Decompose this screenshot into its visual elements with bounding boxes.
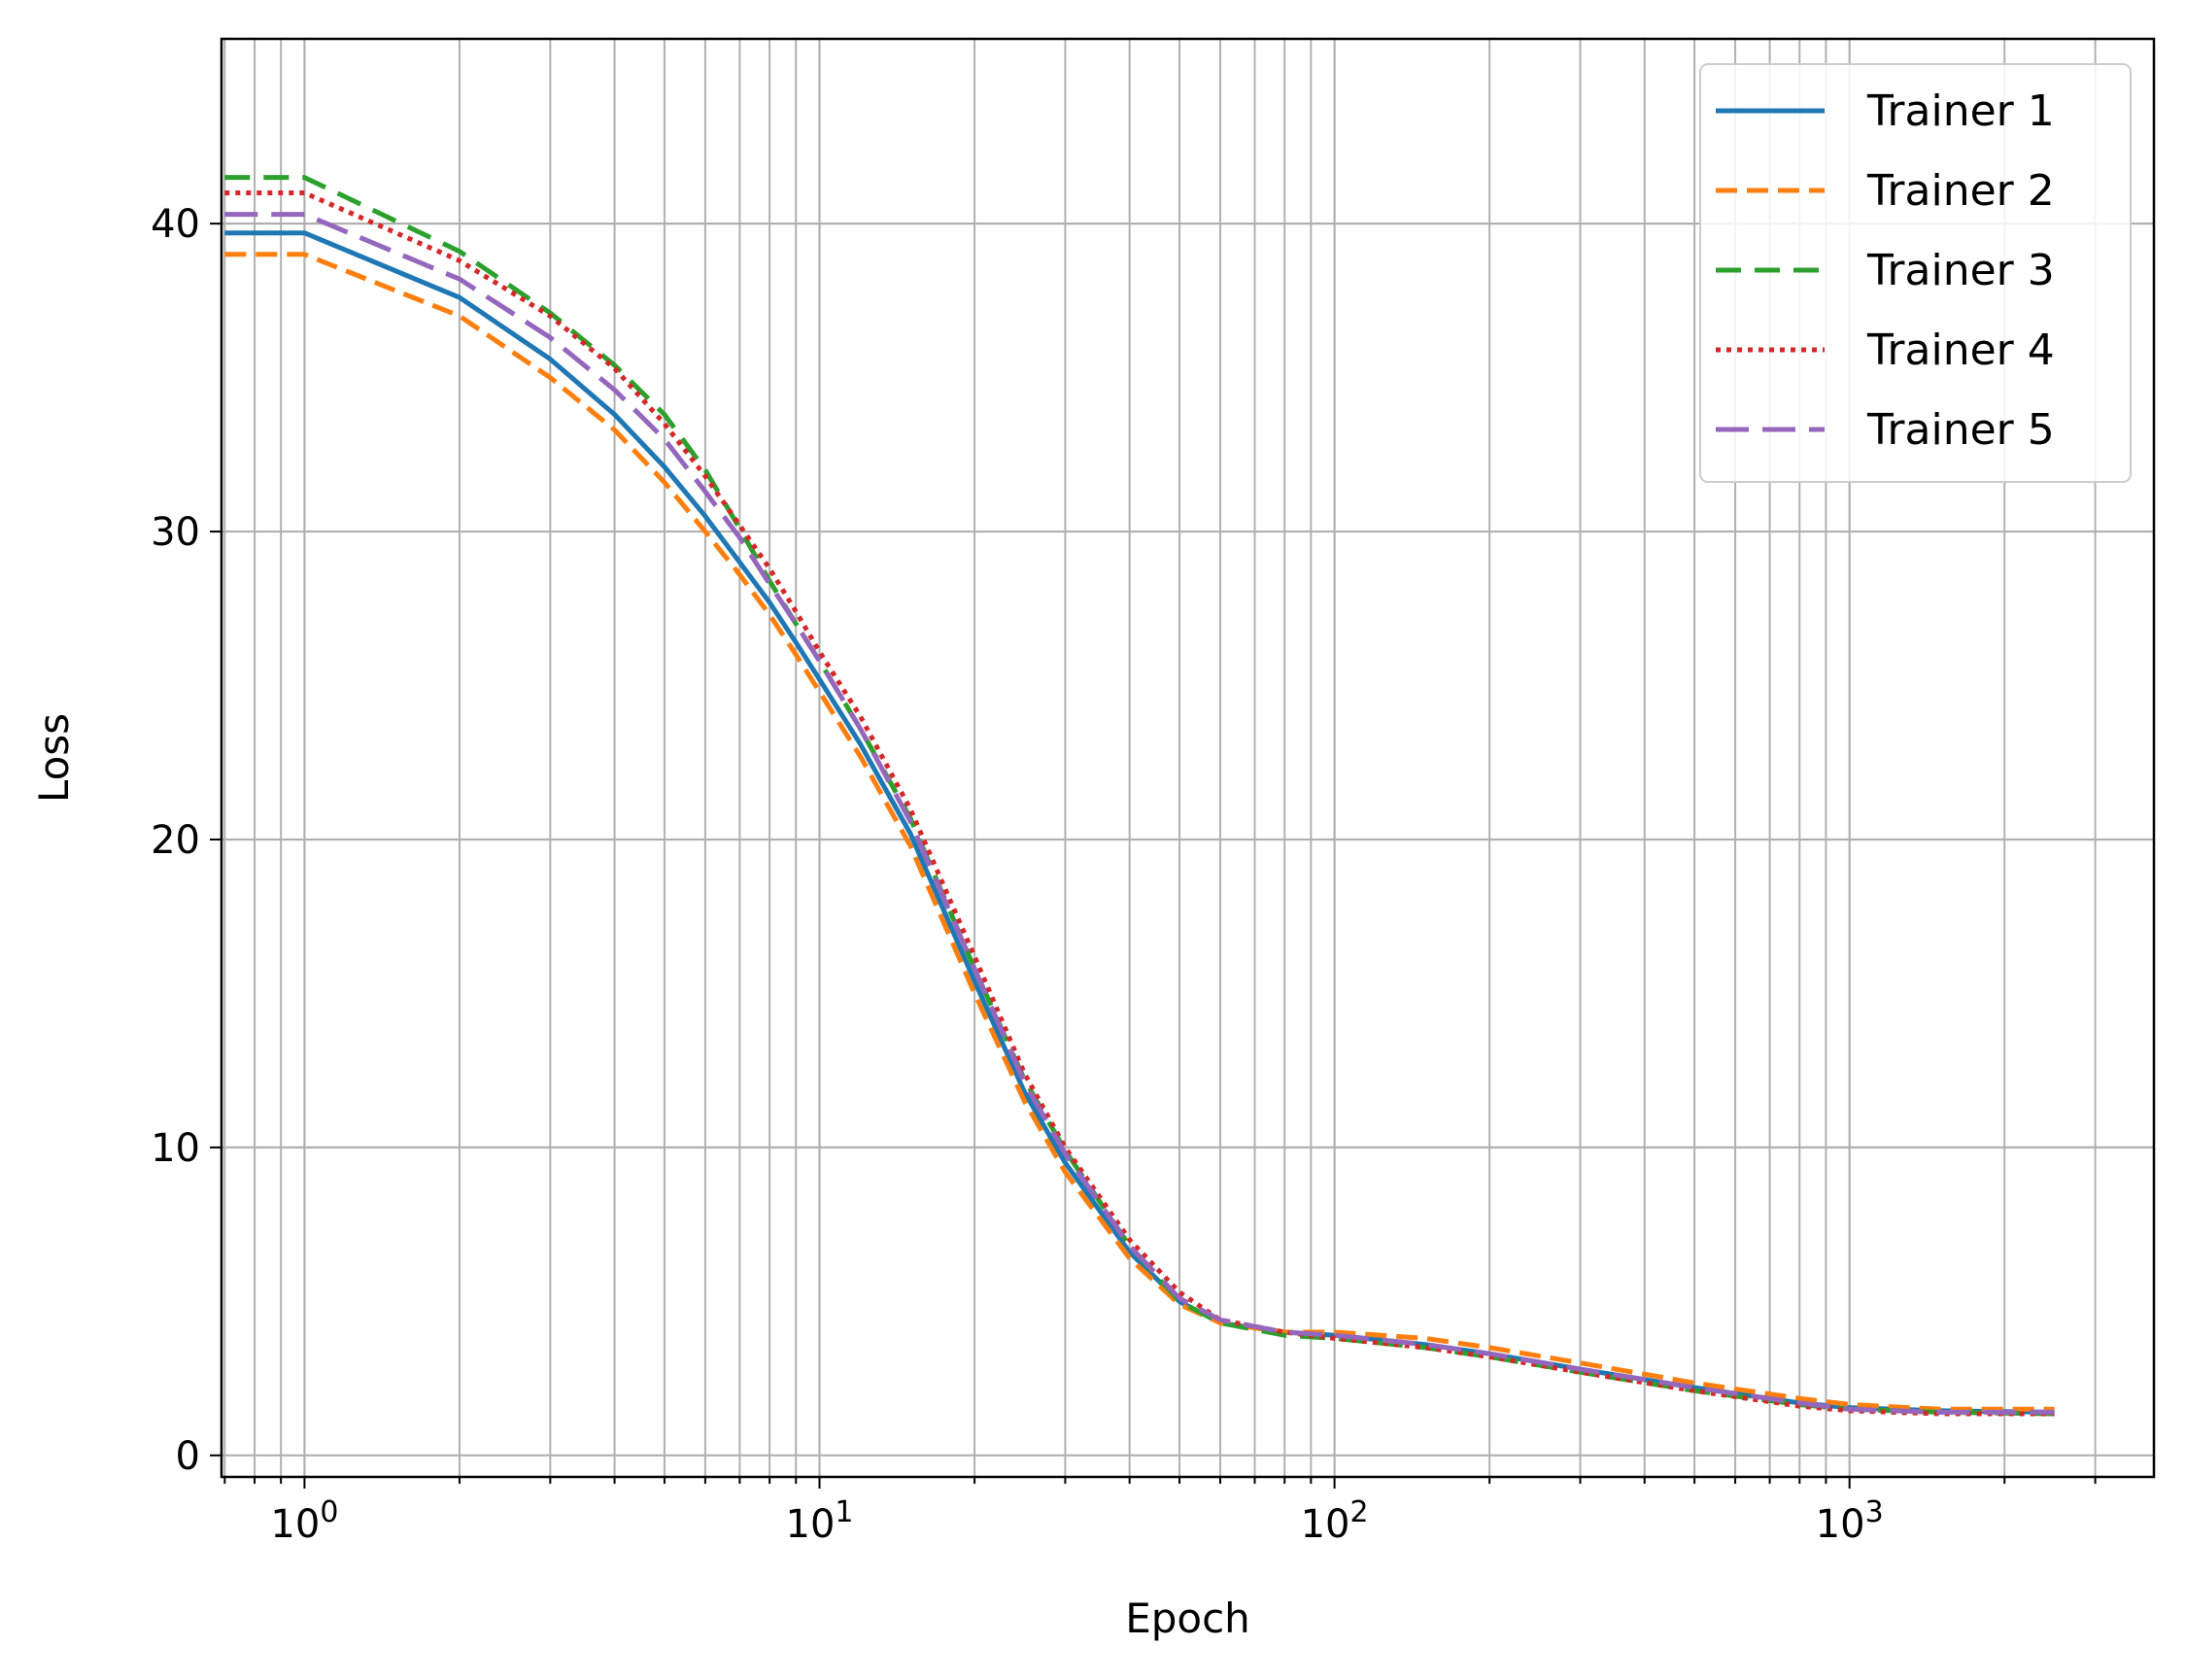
tick-labels: 0 10 20 30 40 100 101 102 103: [151, 202, 1884, 1547]
legend: Trainer 1 Trainer 2 Trainer 3 Trainer 4 Trai…: [1699, 63, 2132, 483]
series-lines: [224, 175, 2055, 1417]
legend-box: [1699, 63, 2132, 483]
legend-label-trainer-2: Trainer 2: [1866, 166, 2055, 216]
y-tick-label: 20: [151, 818, 200, 863]
legend-label-trainer-4: Trainer 4: [1866, 326, 2055, 375]
y-tick-label: 30: [151, 510, 200, 555]
series-line-trainer-4: [224, 190, 2055, 1417]
x-tick-label: 102: [1301, 1495, 1369, 1547]
plot-frame: [220, 37, 2156, 1479]
y-axis-label: Loss: [30, 713, 78, 803]
x-tick-label: 101: [786, 1495, 854, 1547]
y-tick-label: 40: [151, 202, 200, 247]
x-tick-label: 100: [270, 1495, 338, 1547]
legend-label-trainer-3: Trainer 3: [1866, 246, 2055, 295]
legend-label-trainer-5: Trainer 5: [1866, 405, 2055, 455]
x-tick-label: 103: [1816, 1495, 1884, 1547]
x-axis-label: Epoch: [1125, 1594, 1250, 1642]
y-tick-label: 10: [151, 1126, 200, 1171]
series-line-trainer-5: [224, 212, 2055, 1415]
legend-label-trainer-1: Trainer 1: [1866, 86, 2055, 136]
axis-ticks: [210, 223, 2097, 1489]
series-line-trainer-2: [224, 252, 2055, 1412]
y-tick-label: 0: [176, 1434, 200, 1479]
